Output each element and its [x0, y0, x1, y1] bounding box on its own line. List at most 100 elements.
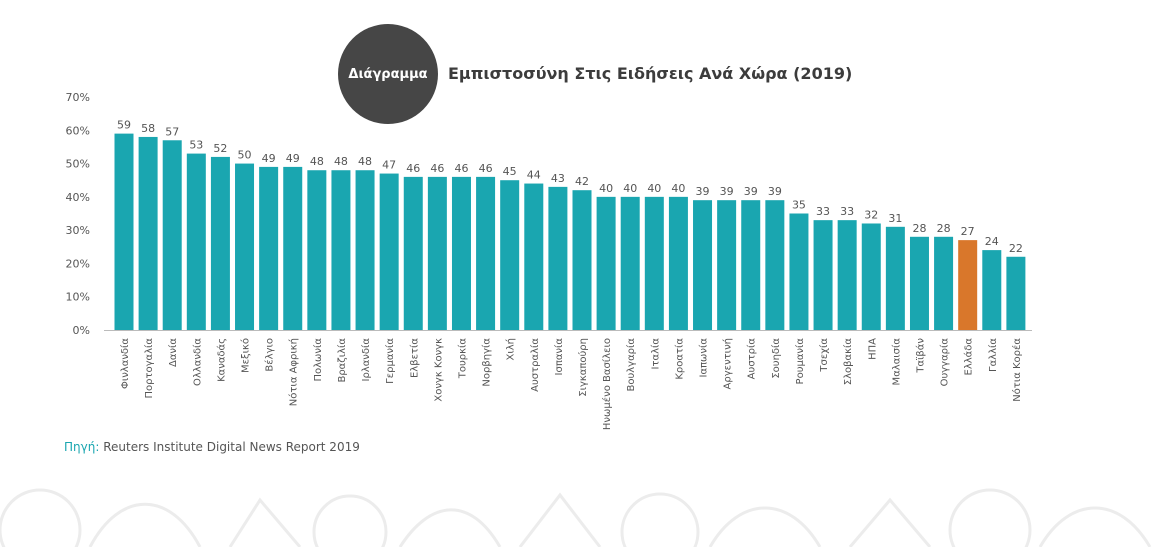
x-tick-label: Καναδάς: [215, 338, 227, 382]
x-tick-label: Σουηδία: [770, 338, 782, 379]
x-tick-label: Αυστραλία: [529, 338, 541, 392]
x-tick-label: Ταϊβάν: [914, 338, 926, 374]
bar: [693, 200, 713, 330]
data-label: 44: [527, 169, 541, 182]
bar: [451, 176, 471, 330]
data-label: 43: [551, 172, 565, 185]
bar: [235, 163, 255, 330]
data-label: 57: [165, 125, 179, 138]
x-tick-label: Ιαπωνία: [698, 338, 710, 378]
x-tick-label: Γαλλία: [987, 338, 999, 372]
bar: [476, 176, 496, 330]
data-label: 39: [720, 185, 734, 198]
decorative-pattern: [0, 488, 1152, 547]
bar: [548, 186, 568, 330]
x-tick-label: Νότια Αφρική: [288, 338, 300, 406]
x-tick-label: Ελλάδα: [963, 338, 975, 376]
data-label: 35: [792, 199, 806, 212]
chart-badge: Διάγραμμα: [338, 24, 438, 124]
x-tick-label: Τσεχία: [818, 338, 830, 373]
data-label: 48: [334, 155, 348, 168]
data-label: 59: [117, 119, 131, 132]
data-label: 28: [937, 222, 951, 235]
y-tick-label: 50%: [66, 158, 90, 171]
x-tick-label: Ουγγαρία: [939, 338, 951, 387]
x-tick-label: Βέλγιο: [264, 338, 276, 372]
bar: [789, 213, 809, 330]
bar: [934, 236, 954, 330]
y-tick-label: 10%: [66, 291, 90, 304]
bar: [668, 196, 688, 330]
chart-title: Εμπιστοσύνη Στις Ειδήσεις Ανά Χώρα (2019…: [448, 64, 853, 83]
data-label: 28: [912, 222, 926, 235]
data-label: 45: [503, 165, 517, 178]
bar: [114, 133, 134, 330]
data-label: 46: [406, 162, 420, 175]
x-tick-label: Γερμανία: [384, 338, 396, 384]
bar: [307, 170, 327, 330]
bar: [379, 173, 399, 330]
x-tick-label: Ολλανδία: [191, 338, 203, 386]
source-label: Πηγή:: [64, 440, 100, 454]
data-label: 47: [382, 159, 396, 172]
bar: [837, 220, 857, 330]
x-tick-label: Σλοβακία: [842, 338, 854, 386]
bar: [500, 180, 520, 330]
y-tick-label: 20%: [66, 257, 90, 270]
bar: [620, 196, 640, 330]
x-tick-label: Νορβηγία: [481, 338, 493, 387]
y-tick-label: 30%: [66, 224, 90, 237]
x-tick-label: Ελβετία: [408, 338, 420, 378]
x-tick-label: Ιταλία: [649, 338, 661, 370]
data-label: 40: [671, 182, 685, 195]
data-label: 46: [454, 162, 468, 175]
x-tick-label: Βραζιλία: [336, 338, 348, 383]
x-tick-label: Αργεντινή: [722, 338, 734, 389]
x-tick-label: Μεξικό: [240, 338, 252, 373]
data-label: 22: [1009, 242, 1023, 255]
x-tick-label: Νότια Κορέα: [1011, 338, 1023, 402]
x-tick-label: Πορτογαλία: [143, 338, 155, 399]
data-label: 49: [286, 152, 300, 165]
bar: [765, 200, 785, 330]
x-tick-label: Ηνωμένο Βασίλειο: [601, 338, 613, 430]
bar: [210, 156, 230, 330]
bar: [982, 250, 1002, 330]
bar: [138, 136, 158, 330]
bar-chart: 0% 10% 20% 30% 40% 50% 60% 70% 59 Φινλανδία 58 Πορτ…: [66, 91, 1032, 430]
x-tick-label: Χιλή: [505, 338, 517, 361]
bar: [861, 223, 881, 330]
data-label: 50: [238, 149, 252, 162]
badge-label: Διάγραμμα: [348, 66, 428, 82]
y-tick-label: 70%: [66, 91, 90, 104]
y-tick-label: 60%: [66, 124, 90, 137]
x-tick-label: Ισπανία: [553, 338, 565, 376]
bar: [958, 240, 978, 330]
data-label: 32: [864, 208, 878, 221]
data-label: 39: [768, 185, 782, 198]
bar: [741, 200, 761, 330]
data-label: 33: [840, 205, 854, 218]
x-tick-label: Κροατία: [673, 338, 685, 380]
bar: [644, 196, 664, 330]
data-label: 27: [961, 225, 975, 238]
source-text: Reuters Institute Digital News Report 20…: [103, 440, 360, 454]
bar: [427, 176, 447, 330]
x-tick-label: Φινλανδία: [119, 338, 131, 389]
x-tick-label: Μαλαισία: [890, 338, 902, 386]
x-tick-label: ΗΠΑ: [867, 338, 878, 360]
bar: [403, 176, 423, 330]
x-tick-label: Βουλγαρία: [625, 338, 637, 392]
data-label: 33: [816, 205, 830, 218]
bar: [259, 166, 279, 330]
source-note: Πηγή: Reuters Institute Digital News Rep…: [64, 440, 360, 454]
data-label: 46: [430, 162, 444, 175]
data-label: 39: [696, 185, 710, 198]
x-tick-label: Αυστρία: [746, 338, 758, 380]
data-label: 52: [213, 142, 227, 155]
bar: [717, 200, 737, 330]
y-tick-label: 0%: [73, 324, 90, 337]
bar: [355, 170, 375, 330]
x-tick-label: Ιρλανδία: [360, 338, 372, 382]
data-label: 40: [623, 182, 637, 195]
